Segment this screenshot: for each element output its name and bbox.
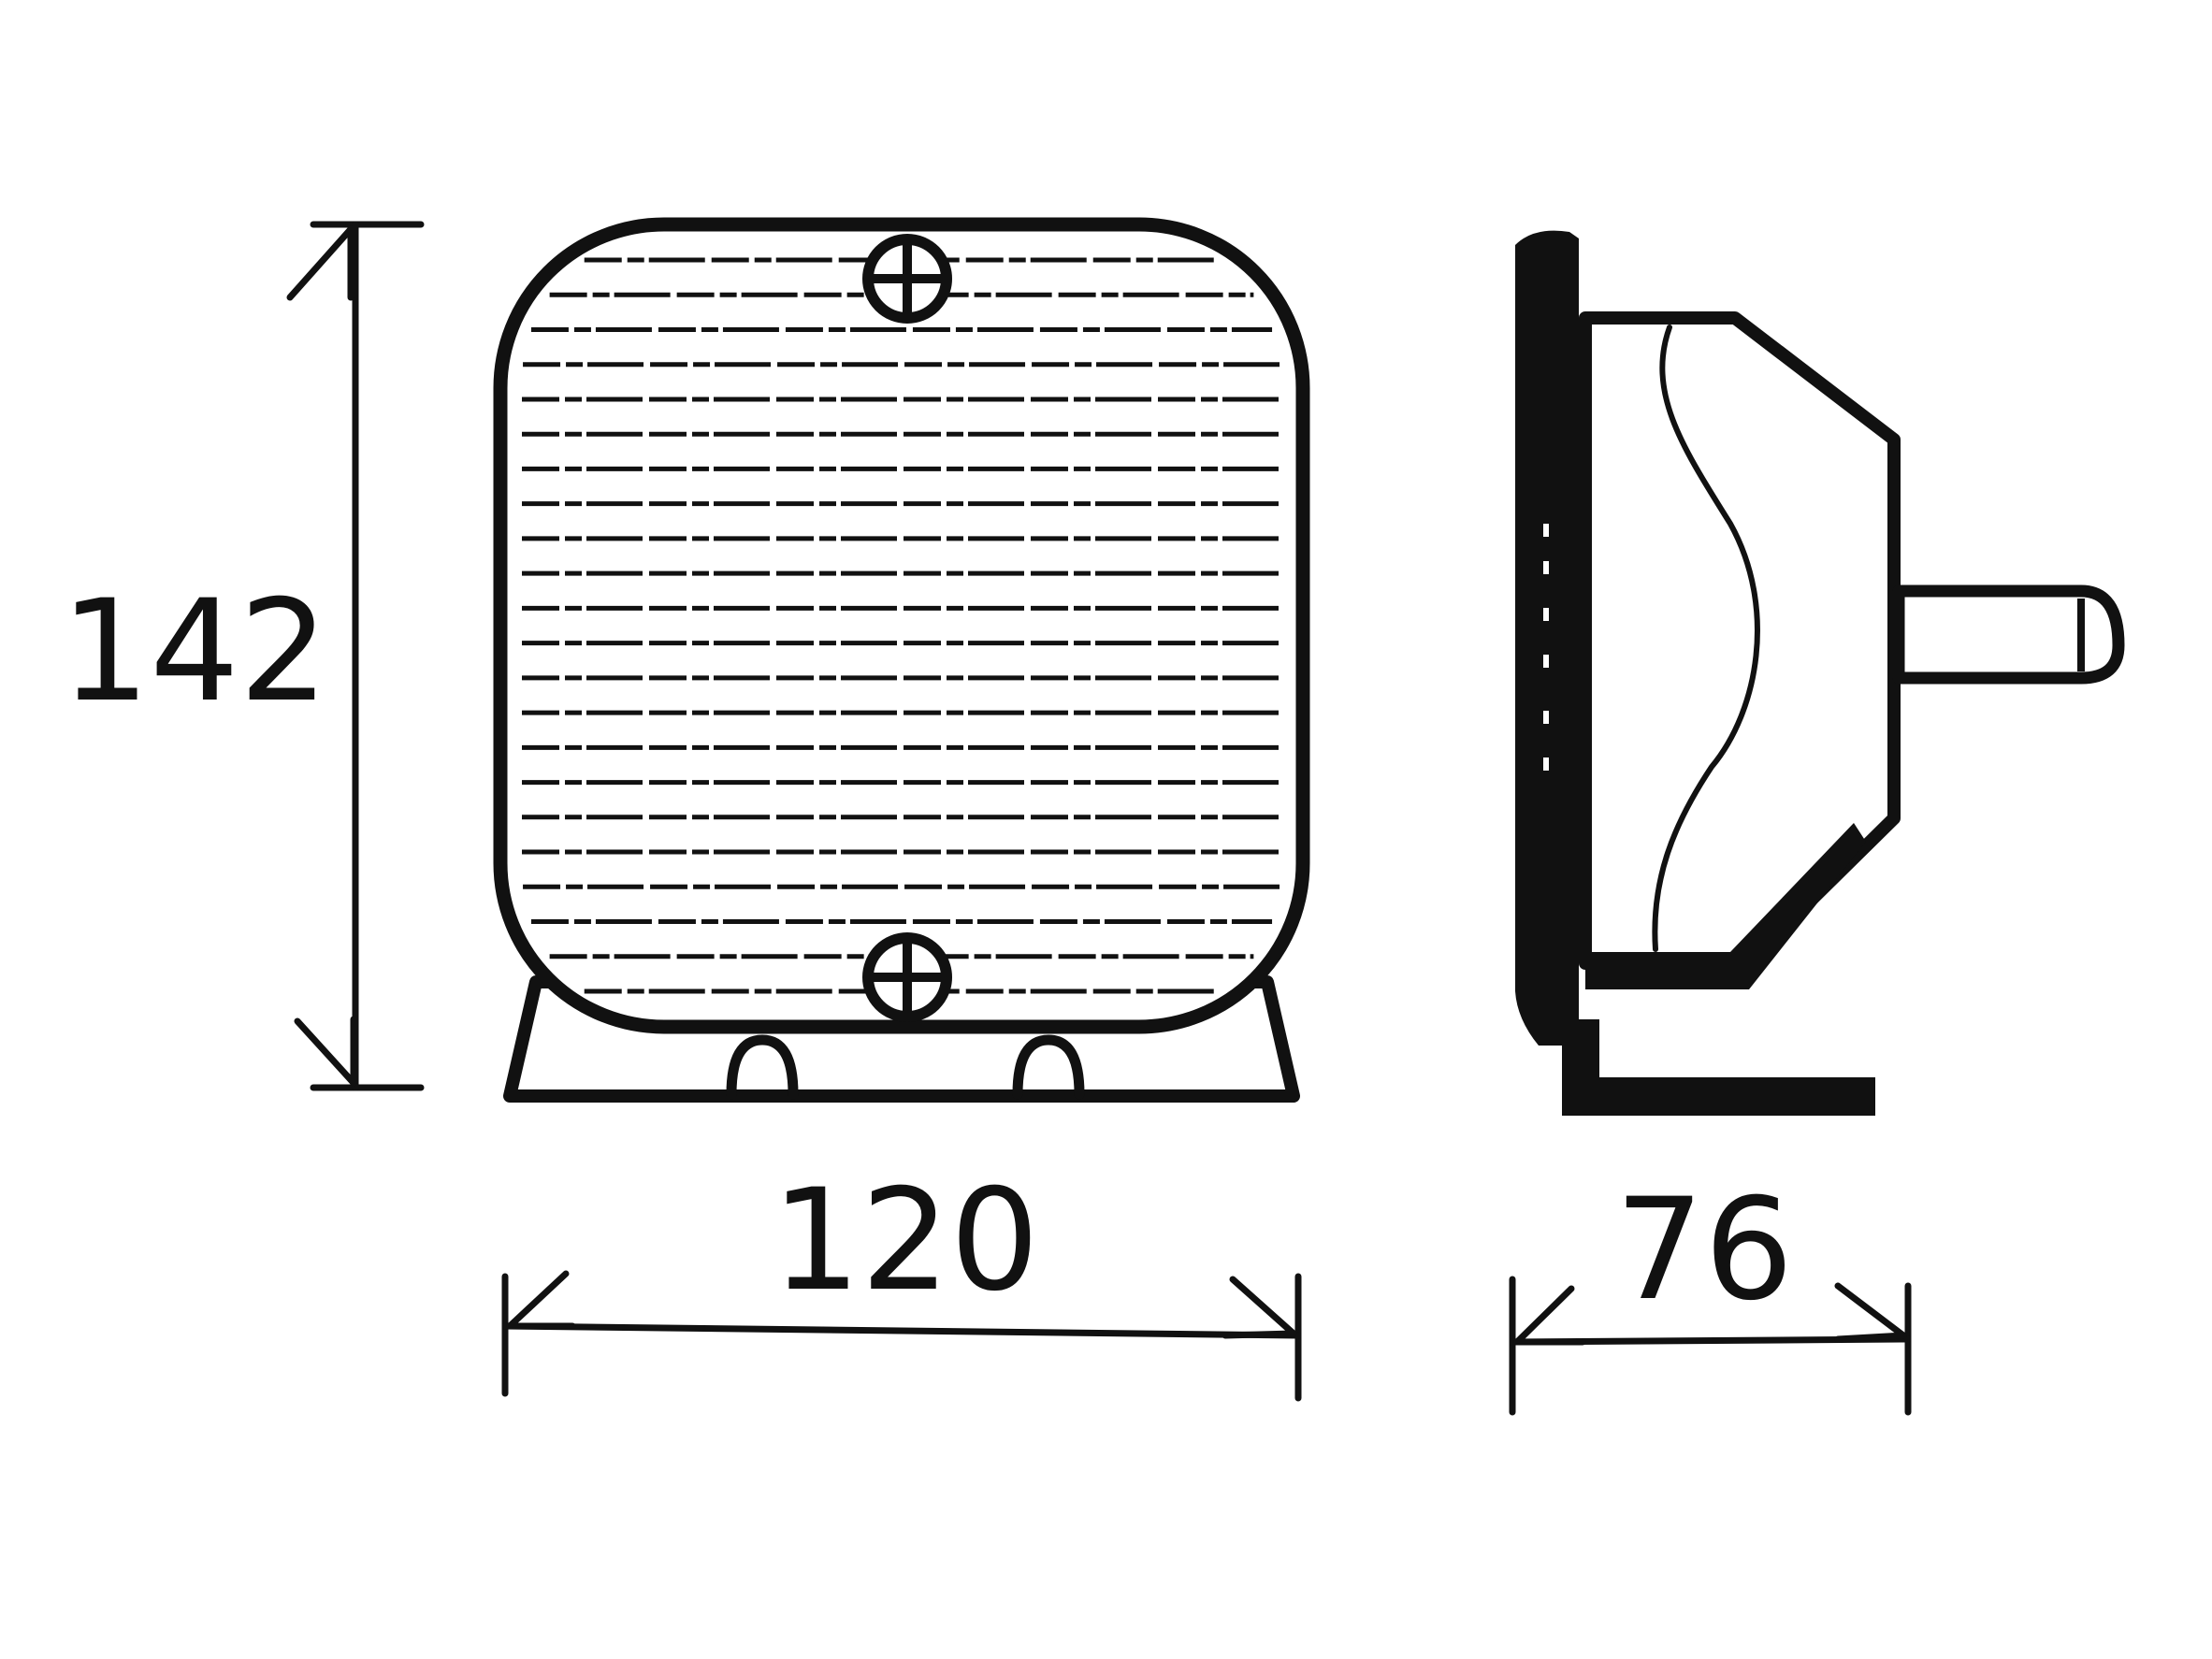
mounting-foot: [1562, 1019, 1875, 1116]
depth-arrow-left: [1513, 1285, 1586, 1346]
height-dimension: 142: [61, 221, 425, 1091]
front-base-foot-left: [726, 1034, 799, 1100]
cable-stem: [1892, 584, 2125, 685]
height-arrow-bottom: [294, 1016, 357, 1087]
width-label: 120: [772, 1160, 1039, 1322]
height-arrow-top: [286, 225, 354, 301]
front-view: [493, 217, 1310, 1103]
lens-body: [493, 217, 1310, 1034]
plate-slits: [1543, 524, 1549, 771]
width-arrow-left: [506, 1270, 576, 1330]
height-label: 142: [61, 570, 328, 733]
reflector-curve: [1652, 325, 1760, 952]
width-arrow-right: [1222, 1276, 1297, 1339]
mounting-plate: [1515, 230, 1579, 1046]
width-dimension: 120: [501, 1160, 1302, 1402]
front-base: [503, 975, 1300, 1103]
side-view: [1515, 230, 2125, 1116]
depth-dimension: 76: [1509, 1169, 1912, 1416]
bracket-arm: [1585, 823, 1866, 989]
depth-label: 76: [1615, 1169, 1794, 1332]
top-screw-icon: [862, 234, 952, 324]
width-dimension-line: [501, 1322, 1302, 1339]
front-base-foot-right: [1012, 1034, 1085, 1100]
bottom-screw-icon: [862, 932, 952, 1022]
side-housing: [1579, 311, 1901, 970]
depth-arrow-right: [1834, 1282, 1907, 1343]
